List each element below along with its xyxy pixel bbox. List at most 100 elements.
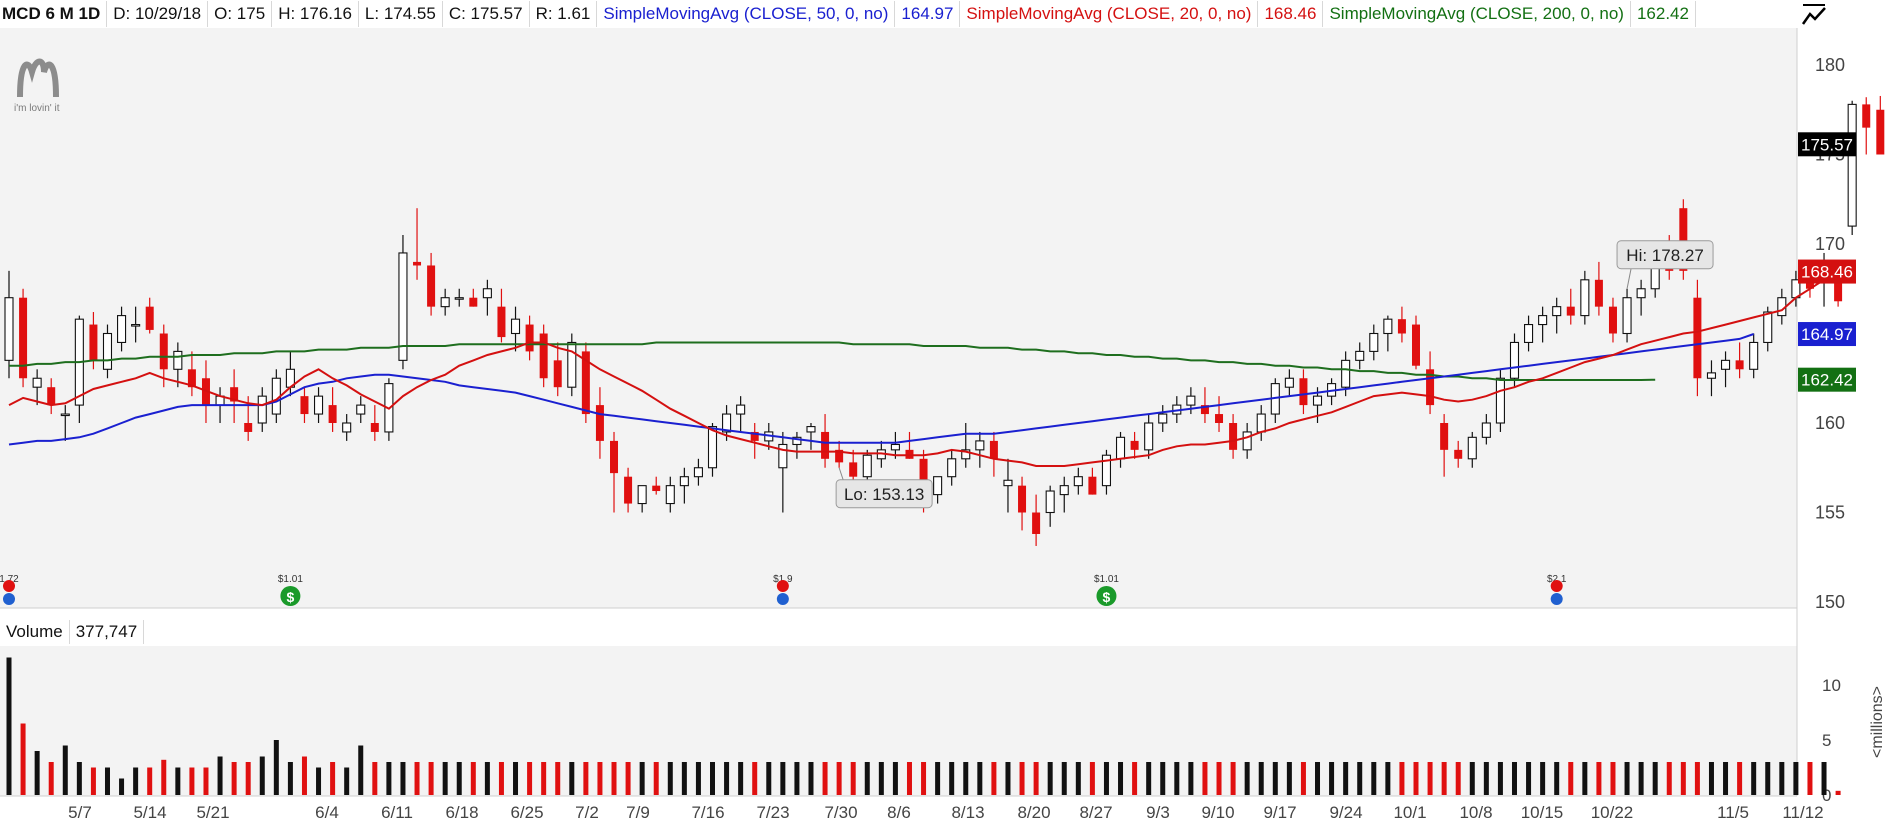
callout-pointer <box>838 467 844 480</box>
candle-body-up <box>975 440 985 451</box>
sma50-line <box>8 333 1755 446</box>
candle-body-down <box>525 324 534 352</box>
volume-bar <box>1019 762 1025 795</box>
price-tick-label: 150 <box>1815 592 1845 612</box>
dividend-icon-glyph: $ <box>287 589 295 605</box>
x-axis-tick-label: 6/25 <box>510 803 543 822</box>
candle-body-down <box>1679 208 1688 271</box>
candle-body-up <box>933 476 943 496</box>
candle-body-down <box>19 297 28 379</box>
symbol-label[interactable]: MCD 6 M 1D <box>0 1 108 27</box>
volume-bar <box>442 762 448 795</box>
volume-bar <box>513 762 519 795</box>
earnings-icon <box>3 580 15 592</box>
high-callout-label: Hi: 178.27 <box>1626 246 1704 265</box>
volume-bar <box>1540 762 1546 795</box>
candle-body-down <box>652 485 661 492</box>
x-axis-tick-label: 7/9 <box>626 803 650 822</box>
chart-style-icon[interactable] <box>1800 2 1828 28</box>
event-label: 1.72 <box>0 574 19 585</box>
candle <box>652 476 661 495</box>
volume-unit-label: <millions> <box>1869 686 1886 758</box>
volume-panel-background <box>0 646 1797 796</box>
candle-body-up <box>1524 323 1534 343</box>
candle <box>1229 414 1238 459</box>
candle <box>19 288 28 388</box>
candle-body-down <box>989 440 998 459</box>
candle <box>1003 458 1013 513</box>
volume-bar <box>1146 762 1152 795</box>
sma-value-label: 162.42 <box>1801 371 1853 390</box>
candle-body-up <box>1256 413 1266 433</box>
mcdonalds-logo <box>17 58 59 98</box>
candle-body-down <box>300 396 309 415</box>
candle <box>1454 440 1463 468</box>
candle-body-up <box>32 377 42 388</box>
candle <box>1369 324 1379 361</box>
volume-bar <box>456 762 462 795</box>
candle-body-down <box>919 458 928 495</box>
volume-bar <box>1343 762 1349 795</box>
candle-body-up <box>440 297 450 308</box>
volume-bar <box>400 762 406 795</box>
volume-bar <box>1708 762 1714 795</box>
candle <box>427 252 436 316</box>
x-axis-tick-label: 10/8 <box>1459 803 1492 822</box>
candle-body-up <box>1158 413 1168 424</box>
volume-bar <box>203 767 209 795</box>
candle-body-down <box>1876 109 1885 155</box>
candle <box>173 342 183 388</box>
sma200-line <box>9 341 1656 381</box>
volume-bar <box>710 762 715 795</box>
candle <box>1355 342 1365 370</box>
sma20-value: 168.46 <box>1258 1 1324 27</box>
candle-body-down <box>1834 270 1843 302</box>
event-label: $1.9 <box>773 574 793 585</box>
volume-bar <box>1427 762 1433 795</box>
volume-bar <box>1258 762 1264 795</box>
candle-body-down <box>821 431 830 459</box>
candle <box>1299 369 1308 415</box>
range-value: R: 1.61 <box>530 1 598 27</box>
candle <box>102 324 113 379</box>
volume-bar <box>850 762 856 795</box>
volume-bar <box>1469 762 1475 795</box>
low-value: L: 174.55 <box>359 1 443 27</box>
candle <box>1284 369 1294 397</box>
volume-bar <box>1624 762 1630 795</box>
guidance-icon <box>3 593 15 605</box>
candle <box>947 449 957 486</box>
sma200-legend[interactable]: SimpleMovingAvg (CLOSE, 200, 0, no) <box>1323 1 1631 27</box>
volume-bar <box>104 767 110 795</box>
candle <box>1622 288 1632 343</box>
volume-bar <box>597 762 603 795</box>
volume-bar <box>1202 762 1208 795</box>
open-value: O: 175 <box>208 1 273 27</box>
candle <box>665 476 675 513</box>
x-axis-tick-label: 7/2 <box>575 803 599 822</box>
candle-body-up <box>4 297 14 361</box>
volume-bar <box>1033 762 1039 795</box>
candle-body-down <box>1032 512 1041 534</box>
price-tick-label: 160 <box>1815 413 1845 433</box>
x-axis-tick-label: 5/7 <box>68 803 92 822</box>
candle-body-down <box>1735 360 1744 370</box>
sma20-legend[interactable]: SimpleMovingAvg (CLOSE, 20, 0, no) <box>960 1 1259 27</box>
candle <box>482 279 492 316</box>
candle <box>1158 405 1168 432</box>
volume-bar <box>991 762 997 795</box>
volume-bar <box>1511 762 1517 795</box>
volume-bar <box>681 762 687 795</box>
volume-bar <box>372 762 378 795</box>
volume-bar <box>1174 762 1180 795</box>
candle <box>1397 306 1406 343</box>
sma50-legend[interactable]: SimpleMovingAvg (CLOSE, 50, 0, no) <box>597 1 896 27</box>
dividend-icon <box>1096 586 1117 606</box>
volume-bar <box>1638 762 1644 795</box>
volume-bar <box>498 762 504 795</box>
volume-bar <box>1089 762 1095 795</box>
volume-bar <box>1230 762 1236 795</box>
volume-tick-label: 5 <box>1822 731 1831 750</box>
candle-body-up <box>1383 318 1393 335</box>
x-axis-tick-label: 9/24 <box>1329 803 1362 822</box>
